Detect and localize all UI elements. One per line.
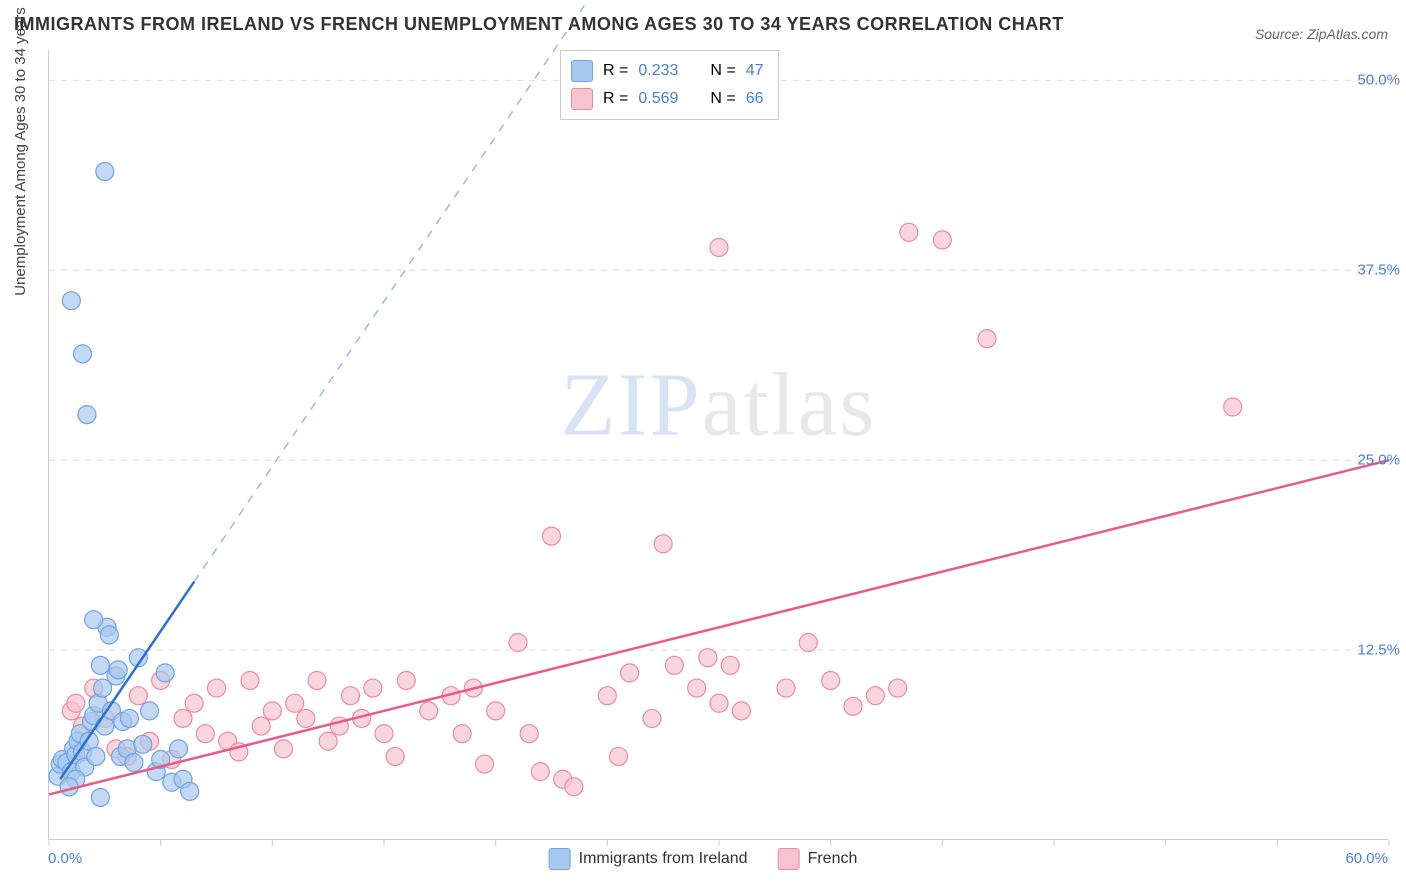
legend-r-label: R = xyxy=(603,62,628,80)
x-axis-end-label: 60.0% xyxy=(1345,850,1388,867)
y-axis-label: 25.0% xyxy=(1357,452,1400,469)
bottom-label-french: French xyxy=(808,850,858,868)
bottom-legend: Immigrants from Ireland French xyxy=(549,848,858,870)
correlation-legend: R = 0.233 N = 47 R = 0.569 N = 66 xyxy=(560,50,779,120)
x-axis-start-label: 0.0% xyxy=(48,850,82,867)
bottom-label-ireland: Immigrants from Ireland xyxy=(579,850,748,868)
legend-n-label: N = xyxy=(710,90,735,108)
y-axis-label: 37.5% xyxy=(1357,262,1400,279)
legend-n-value-ireland: 47 xyxy=(746,62,764,80)
y-axis-label: 12.5% xyxy=(1357,642,1400,659)
y-axis-label: 50.0% xyxy=(1357,72,1400,89)
chart-svg xyxy=(49,50,1388,839)
legend-r-value-ireland: 0.233 xyxy=(638,62,678,80)
bottom-legend-french: French xyxy=(778,848,858,870)
plot-area: ZIPatlas xyxy=(48,50,1388,840)
legend-r-label: R = xyxy=(603,90,628,108)
legend-n-value-french: 66 xyxy=(746,90,764,108)
legend-row-ireland: R = 0.233 N = 47 xyxy=(571,57,764,85)
legend-r-value-french: 0.569 xyxy=(638,90,678,108)
source-attribution: Source: ZipAtlas.com xyxy=(1255,26,1388,42)
chart-title: IMMIGRANTS FROM IRELAND VS FRENCH UNEMPL… xyxy=(14,14,1064,35)
bottom-legend-ireland: Immigrants from Ireland xyxy=(549,848,748,870)
y-axis-title: Unemployment Among Ages 30 to 34 years xyxy=(12,7,29,296)
legend-swatch-french xyxy=(571,88,593,110)
bottom-swatch-ireland xyxy=(549,848,571,870)
bottom-swatch-french xyxy=(778,848,800,870)
legend-n-label: N = xyxy=(710,62,735,80)
legend-row-french: R = 0.569 N = 66 xyxy=(571,85,764,113)
legend-swatch-ireland xyxy=(571,60,593,82)
